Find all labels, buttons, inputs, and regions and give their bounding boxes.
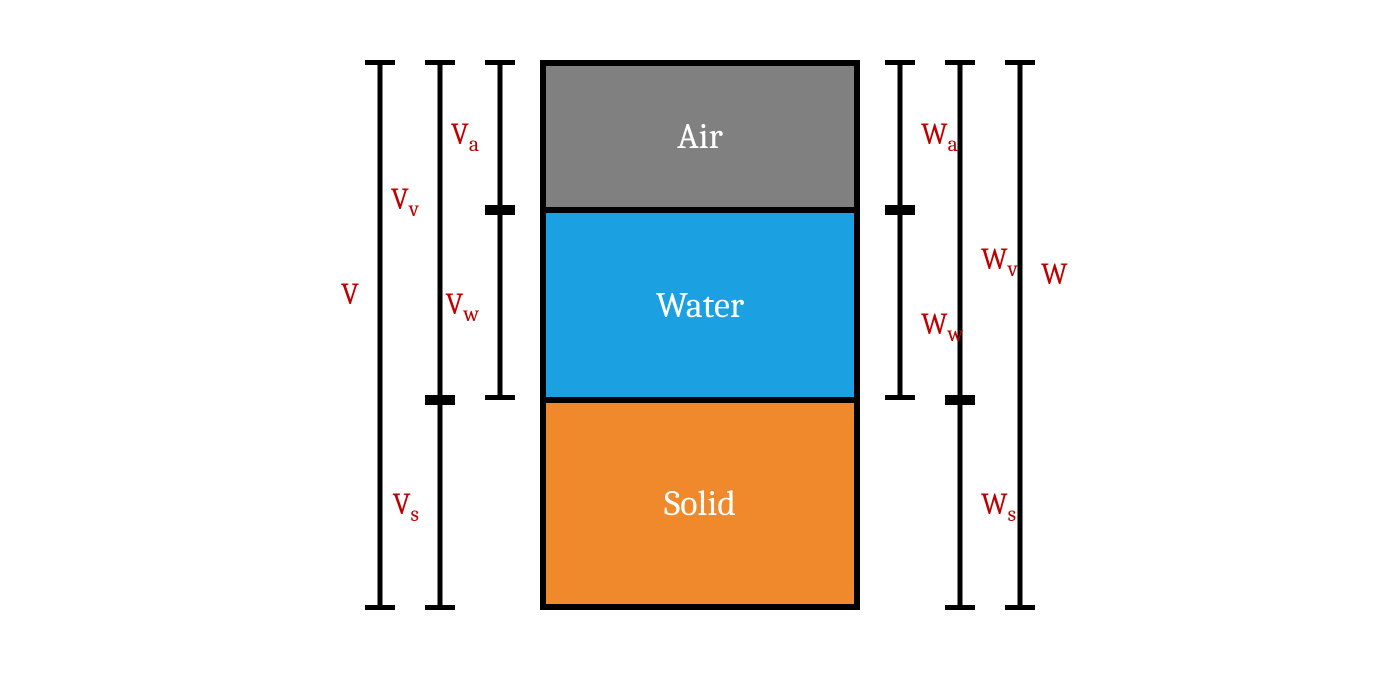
label-Va-main: V	[451, 117, 469, 152]
label-Ww-sub: w	[948, 323, 964, 347]
bracket-Wa	[885, 60, 915, 210]
bracket-Wv	[945, 60, 975, 400]
label-Ww: Ww	[921, 307, 963, 347]
bracket-Vs	[425, 400, 455, 610]
bracket-V	[365, 60, 395, 610]
water-phase: Water	[546, 213, 854, 397]
label-Vw-main: V	[445, 287, 463, 322]
label-Vs-main: V	[393, 487, 411, 522]
air-phase-label: Air	[677, 116, 723, 157]
bracket-Vw	[485, 210, 515, 400]
solid-phase: Solid	[546, 403, 854, 604]
label-Ww-main: W	[921, 307, 948, 342]
label-W: W	[1041, 257, 1068, 292]
label-Ws-sub: s	[1008, 503, 1016, 527]
label-Vw: Vw	[445, 287, 479, 327]
label-Ws-main: W	[981, 487, 1008, 522]
label-Wv-sub: v	[1008, 258, 1018, 282]
water-phase-label: Water	[656, 285, 744, 326]
label-Wa-main: W	[921, 117, 948, 152]
bracket-Ws	[945, 400, 975, 610]
label-Wv-main: W	[981, 242, 1008, 277]
label-Vs: Vs	[393, 487, 419, 527]
label-Wa-sub: a	[948, 133, 958, 157]
label-Vs-sub: s	[411, 503, 419, 527]
label-Vv-main: V	[391, 182, 409, 217]
label-Wa: Wa	[921, 117, 958, 157]
label-V-main: V	[341, 277, 359, 312]
label-Va: Va	[451, 117, 479, 157]
solid-phase-label: Solid	[664, 483, 736, 524]
bracket-W	[1005, 60, 1035, 610]
label-Wv: Wv	[981, 242, 1018, 282]
bracket-Vv	[425, 60, 455, 400]
bracket-Va	[485, 60, 515, 210]
label-Va-sub: a	[469, 133, 479, 157]
air-phase: Air	[546, 66, 854, 207]
soil-phase-diagram: AirWaterSolidVaVwVvVsVWaWwWvWsW	[0, 0, 1398, 680]
label-Vv: Vv	[391, 182, 419, 222]
label-Vw-sub: w	[463, 303, 479, 327]
label-Vv-sub: v	[409, 198, 419, 222]
label-V: V	[341, 277, 359, 312]
bracket-Ww	[885, 210, 915, 400]
label-Ws: Ws	[981, 487, 1016, 527]
label-W-main: W	[1041, 257, 1068, 292]
